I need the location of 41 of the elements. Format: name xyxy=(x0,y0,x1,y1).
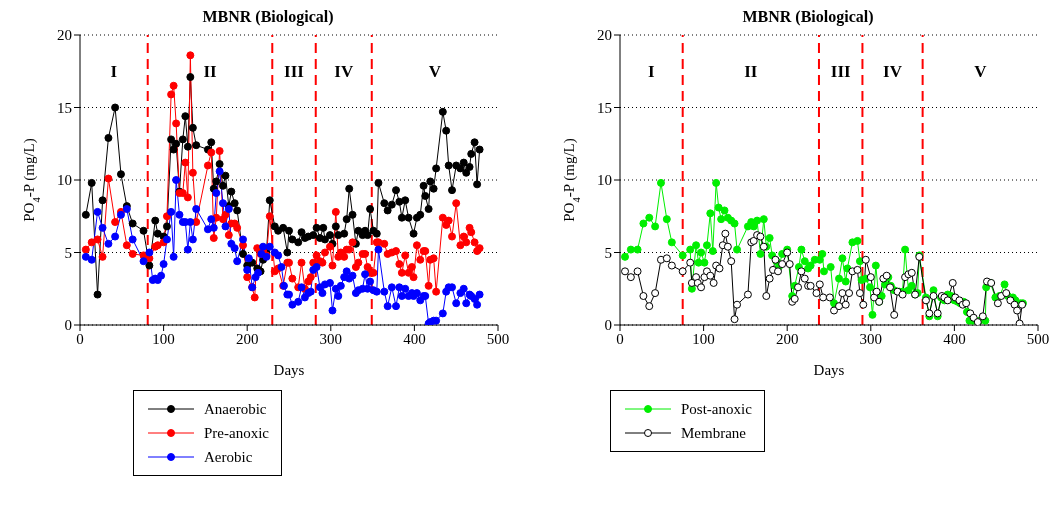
x-tick-label: 100 xyxy=(152,330,175,347)
x-axis-title: Days xyxy=(273,362,305,378)
chart-title: MBNR (Biological) xyxy=(202,8,334,25)
x-tick-label: 400 xyxy=(943,330,966,347)
y-tick-label: 10 xyxy=(597,172,612,189)
annotation: II xyxy=(744,62,758,82)
x-tick-label: 300 xyxy=(319,330,343,347)
y-tick-label: 15 xyxy=(597,99,612,116)
annotation: II xyxy=(203,62,217,82)
x-axis-title: Days xyxy=(813,362,845,378)
x-tick-label: 300 xyxy=(859,330,883,347)
annotation: I xyxy=(110,62,118,82)
annotation: IV xyxy=(334,62,354,82)
y-tick-label: 0 xyxy=(64,317,72,334)
legend-label: Post-anoxic xyxy=(681,400,752,418)
annotation: V xyxy=(428,62,442,82)
annotation: I xyxy=(648,62,656,82)
legend-label: Anaerobic xyxy=(204,400,267,418)
y-tick-label: 5 xyxy=(604,244,612,261)
y-tick-label: 0 xyxy=(604,317,612,334)
y-tick-label: 20 xyxy=(597,27,612,44)
y-tick-label: 5 xyxy=(64,244,72,261)
legend-label: Aerobic xyxy=(204,448,253,466)
x-tick-label: 100 xyxy=(692,330,715,347)
x-tick-label: 0 xyxy=(76,330,84,347)
x-tick-label: 0 xyxy=(616,330,624,347)
y-tick-label: 10 xyxy=(57,172,72,189)
annotation: III xyxy=(284,62,305,82)
legend-label: Pre-anoxic xyxy=(204,424,269,442)
x-tick-label: 500 xyxy=(486,330,510,347)
x-tick-label: 500 xyxy=(1026,330,1050,347)
y-tick-label: 20 xyxy=(57,27,72,44)
legend-label: Membrane xyxy=(681,424,746,442)
annotation: IV xyxy=(883,62,903,82)
chart-title: MBNR (Biological) xyxy=(742,8,874,25)
x-tick-label: 400 xyxy=(403,330,426,347)
x-tick-label: 200 xyxy=(235,330,259,347)
x-tick-label: 200 xyxy=(775,330,799,347)
annotation: III xyxy=(830,62,852,82)
annotation: V xyxy=(974,62,988,82)
y-tick-label: 15 xyxy=(57,99,72,116)
